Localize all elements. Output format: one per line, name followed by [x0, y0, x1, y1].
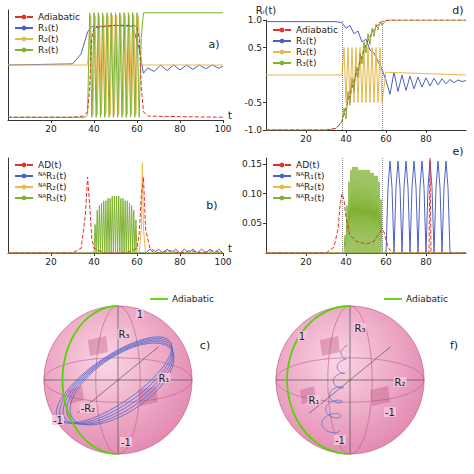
- svg-text:ᴺᴬR₂(t): ᴺᴬR₂(t): [296, 182, 325, 192]
- svg-text:Adiabatic: Adiabatic: [172, 294, 214, 304]
- svg-text:ᴺᴬR₁(t): ᴺᴬR₁(t): [296, 171, 325, 181]
- svg-text:R₁(t): R₁(t): [296, 36, 316, 46]
- svg-text:AD(t): AD(t): [38, 160, 62, 170]
- svg-text:1: 1: [137, 309, 143, 320]
- svg-text:R₁: R₁: [309, 395, 320, 406]
- svg-text:R₃(t): R₃(t): [296, 58, 316, 68]
- svg-text:-1: -1: [121, 437, 131, 448]
- svg-text:Adiabatic: Adiabatic: [406, 294, 448, 304]
- svg-text:20: 20: [45, 124, 57, 134]
- svg-text:a): a): [208, 38, 219, 51]
- svg-text:60: 60: [131, 124, 143, 134]
- svg-text:R₃: R₃: [119, 329, 130, 340]
- svg-text:100: 100: [214, 124, 231, 134]
- svg-text:60: 60: [380, 257, 392, 267]
- svg-text:0.15: 0.15: [242, 159, 262, 169]
- svg-text:0.05: 0.05: [242, 218, 262, 228]
- svg-text:20: 20: [300, 257, 312, 267]
- svg-text:1: 1: [299, 331, 305, 342]
- svg-text:ᴺᴬR₃(t): ᴺᴬR₃(t): [296, 193, 325, 203]
- svg-text:-1: -1: [385, 407, 395, 418]
- svg-text:f): f): [450, 339, 458, 352]
- svg-text:R₂(t): R₂(t): [296, 47, 316, 57]
- svg-text:-R₂: -R₂: [81, 403, 96, 414]
- svg-text:Rᵢ(t): Rᵢ(t): [255, 5, 277, 17]
- svg-text:60: 60: [380, 134, 392, 144]
- svg-text:80: 80: [174, 124, 186, 134]
- svg-text:-0.5: -0.5: [244, 98, 262, 108]
- svg-text:b): b): [206, 199, 217, 212]
- svg-text:100: 100: [214, 257, 231, 267]
- svg-text:R₂(t): R₂(t): [38, 34, 58, 44]
- svg-text:0.10: 0.10: [242, 189, 262, 199]
- svg-text:ᴺᴬR₂(t): ᴺᴬR₂(t): [38, 182, 67, 192]
- svg-text:e): e): [452, 145, 463, 158]
- svg-text:c): c): [200, 339, 210, 352]
- svg-text:R₁(t): R₁(t): [38, 23, 58, 33]
- svg-text:-1: -1: [335, 435, 345, 446]
- svg-text:40: 40: [88, 124, 100, 134]
- svg-text:R₁: R₁: [159, 373, 170, 384]
- svg-text:ᴺᴬR₁(t): ᴺᴬR₁(t): [38, 171, 67, 181]
- svg-text:Adiabatic: Adiabatic: [38, 12, 80, 22]
- svg-text:80: 80: [420, 134, 432, 144]
- svg-text:40: 40: [88, 257, 100, 267]
- svg-text:1.0: 1.0: [248, 15, 263, 25]
- svg-text:R₂: R₂: [395, 377, 406, 388]
- svg-text:40: 40: [340, 257, 352, 267]
- svg-text:ᴺᴬR₃(t): ᴺᴬR₃(t): [38, 193, 67, 203]
- svg-text:0.5: 0.5: [248, 43, 262, 53]
- svg-text:-1: -1: [53, 415, 63, 426]
- svg-text:80: 80: [174, 257, 186, 267]
- svg-text:t: t: [228, 110, 232, 121]
- svg-text:t: t: [228, 243, 232, 254]
- svg-text:Adiabatic: Adiabatic: [296, 25, 338, 35]
- svg-text:20: 20: [300, 134, 312, 144]
- svg-text:40: 40: [340, 134, 352, 144]
- svg-text:R₃: R₃: [355, 323, 366, 334]
- svg-text:R₃(t): R₃(t): [38, 45, 58, 55]
- svg-text:80: 80: [420, 257, 432, 267]
- svg-text:-1.0: -1.0: [244, 125, 262, 135]
- svg-text:60: 60: [131, 257, 143, 267]
- svg-text:20: 20: [45, 257, 57, 267]
- svg-text:AD(t): AD(t): [296, 160, 320, 170]
- svg-text:d): d): [452, 4, 463, 17]
